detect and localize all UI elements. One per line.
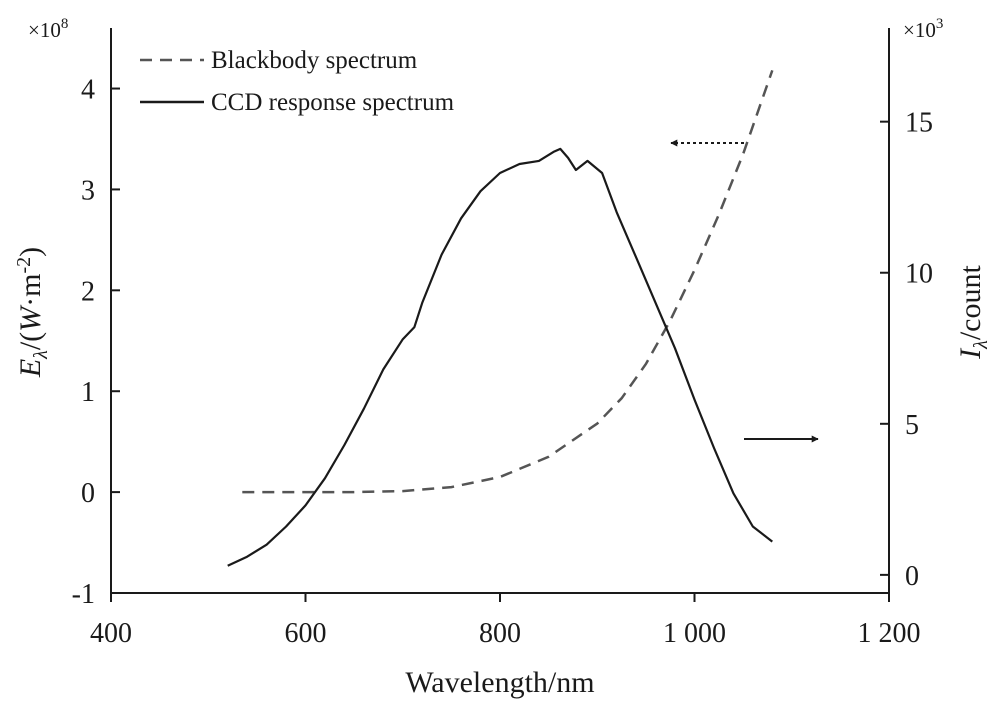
- x-tick-label: 400: [90, 618, 132, 649]
- left-y-tick-label: 1: [81, 377, 95, 408]
- x-tick-label: 1 200: [858, 618, 921, 649]
- series-line-ccd: [227, 147, 773, 567]
- left-y-tick-label: -1: [72, 579, 95, 610]
- legend-label-ccd: CCD response spectrum: [211, 89, 455, 116]
- right-y-tick-label: 10: [905, 259, 933, 290]
- left-y-axis-title: Eλ/(W·m-2): [13, 247, 52, 378]
- left-axis-multiplier: ×108: [28, 16, 68, 42]
- x-tick-label: 1 000: [663, 618, 726, 649]
- left-y-tick-label: 3: [81, 175, 95, 206]
- legend-label-blackbody: Blackbody spectrum: [211, 47, 418, 74]
- right-y-tick-label: 0: [905, 561, 919, 592]
- series-line-blackbody: [242, 69, 774, 494]
- right-y-tick-label: 5: [905, 410, 919, 441]
- legend: Blackbody spectrum CCD response spectrum: [140, 47, 455, 116]
- left-y-tick-label: 0: [81, 478, 95, 509]
- right-y-axis-title: Iλ/count: [954, 265, 992, 360]
- left-y-tick-label: 4: [81, 75, 95, 106]
- x-axis-title: Wavelength/nm: [405, 666, 594, 699]
- right-axis-multiplier: ×103: [903, 16, 943, 42]
- x-tick-label: 600: [285, 618, 327, 649]
- x-tick-label: 800: [479, 618, 521, 649]
- right-y-tick-label: 15: [905, 108, 933, 139]
- left-y-tick-label: 2: [81, 276, 95, 307]
